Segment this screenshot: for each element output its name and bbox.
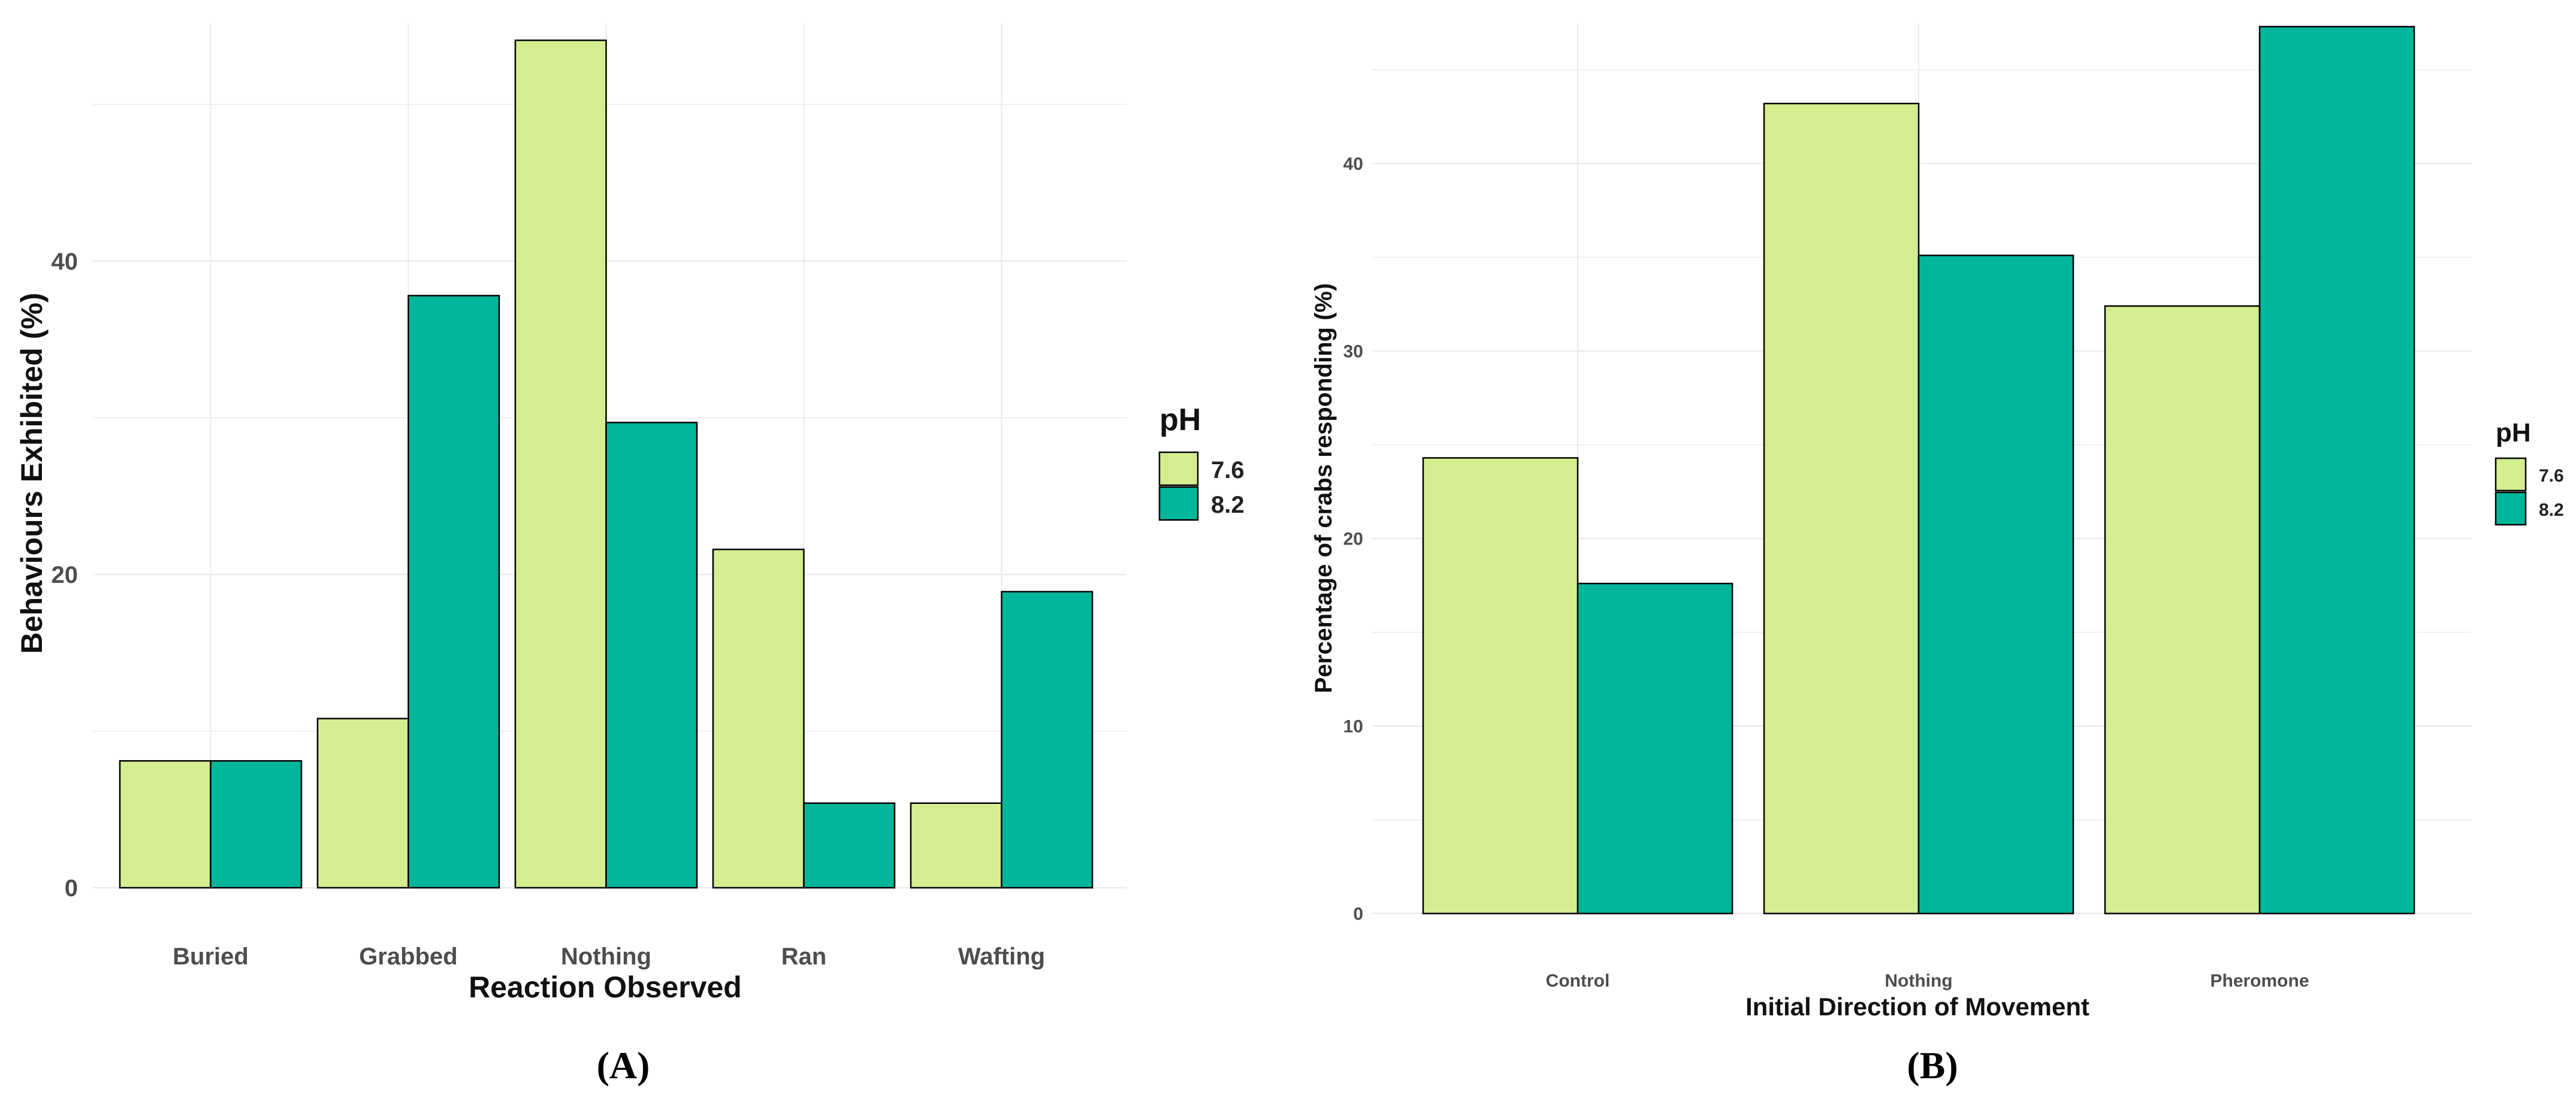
b-y-axis-title: Percentage of crabs responding (%) [1310,283,1337,694]
a-legend-title: pH [1159,403,1201,437]
a-bar-nothing-ph-7-6 [514,40,607,889]
a-legend-key [1158,486,1199,521]
a-bars [119,40,1094,889]
b-x-tick-label: Control [1546,971,1610,991]
a-y-tick-labels: 0 20 40 [52,249,78,902]
panel-b: 0 10 20 30 40 Control Nothing Pheromone Initia… [1310,24,2564,1087]
a-y-tick-label: 0 [65,875,78,902]
a-legend-label: 7.6 [1211,457,1245,483]
b-panel-label: (B) [1907,1044,1958,1087]
b-bar-control-ph-7-6 [1422,457,1579,915]
a-bar-buried-ph-7-6 [119,760,212,889]
b-bar-pheromone-ph-7-6 [2104,305,2261,915]
a-bar-wafting-ph-7-6 [910,802,1002,889]
a-bar-wafting-ph-8-2 [1001,591,1094,889]
b-x-tick-label: Nothing [1885,971,1952,991]
a-bar-buried-ph-8-2 [210,760,303,889]
a-y-tick-label: 20 [52,562,78,588]
b-x-tick-label: Pheromone [2210,971,2309,991]
b-legend-label: 8.2 [2539,500,2564,520]
b-legend: pH 7.6 8.2 [2495,418,2564,526]
b-y-tick-label: 30 [1343,342,1363,362]
a-x-tick-label: Nothing [561,943,651,970]
b-bar-nothing-ph-7-6 [1763,102,1920,915]
b-bar-nothing-ph-8-2 [1917,255,2074,915]
b-legend-label: 7.6 [2539,466,2564,486]
a-x-axis-title: Reaction Observed [469,970,742,1004]
a-x-tick-label: Buried [173,943,249,970]
b-y-tick-label: 0 [1353,905,1363,924]
a-x-tick-labels: Buried Grabbed Nothing Ran Wafting [173,943,1045,970]
b-bar-control-ph-8-2 [1577,582,1734,915]
a-x-tick-label: Ran [781,943,827,970]
b-y-tick-label: 40 [1343,155,1363,174]
a-bar-nothing-ph-8-2 [605,422,698,889]
a-bar-grabbed-ph-7-6 [316,718,409,889]
a-y-tick-label: 40 [52,249,78,275]
b-bar-pheromone-ph-8-2 [2258,26,2415,915]
a-x-tick-label: Grabbed [359,943,457,970]
b-y-tick-label: 10 [1343,717,1363,737]
b-x-tick-labels: Control Nothing Pheromone [1546,971,2309,991]
b-bars [1422,26,2415,915]
a-y-axis-title: Behaviours Exhibited (%) [15,293,49,654]
a-x-tick-label: Wafting [958,943,1045,970]
a-panel-label: (A) [597,1044,650,1087]
b-legend-key [2495,491,2527,526]
a-legend-label: 8.2 [1211,492,1245,518]
panel-a: 0 20 40 Buried Grabbed Nothing Ran Wafting Rea… [15,24,1245,1087]
b-y-tick-labels: 0 10 20 30 40 [1343,155,1363,924]
b-legend-key [2495,457,2527,492]
b-legend-title: pH [2496,418,2531,447]
a-bar-grabbed-ph-8-2 [407,295,500,889]
a-bar-ran-ph-8-2 [803,802,896,889]
b-x-axis-title: Initial Direction of Movement [1745,993,2089,1021]
a-bar-ran-ph-7-6 [712,548,805,889]
a-legend-key [1158,451,1199,486]
a-legend: pH 7.6 8.2 [1158,403,1245,521]
b-y-tick-label: 20 [1343,530,1363,549]
